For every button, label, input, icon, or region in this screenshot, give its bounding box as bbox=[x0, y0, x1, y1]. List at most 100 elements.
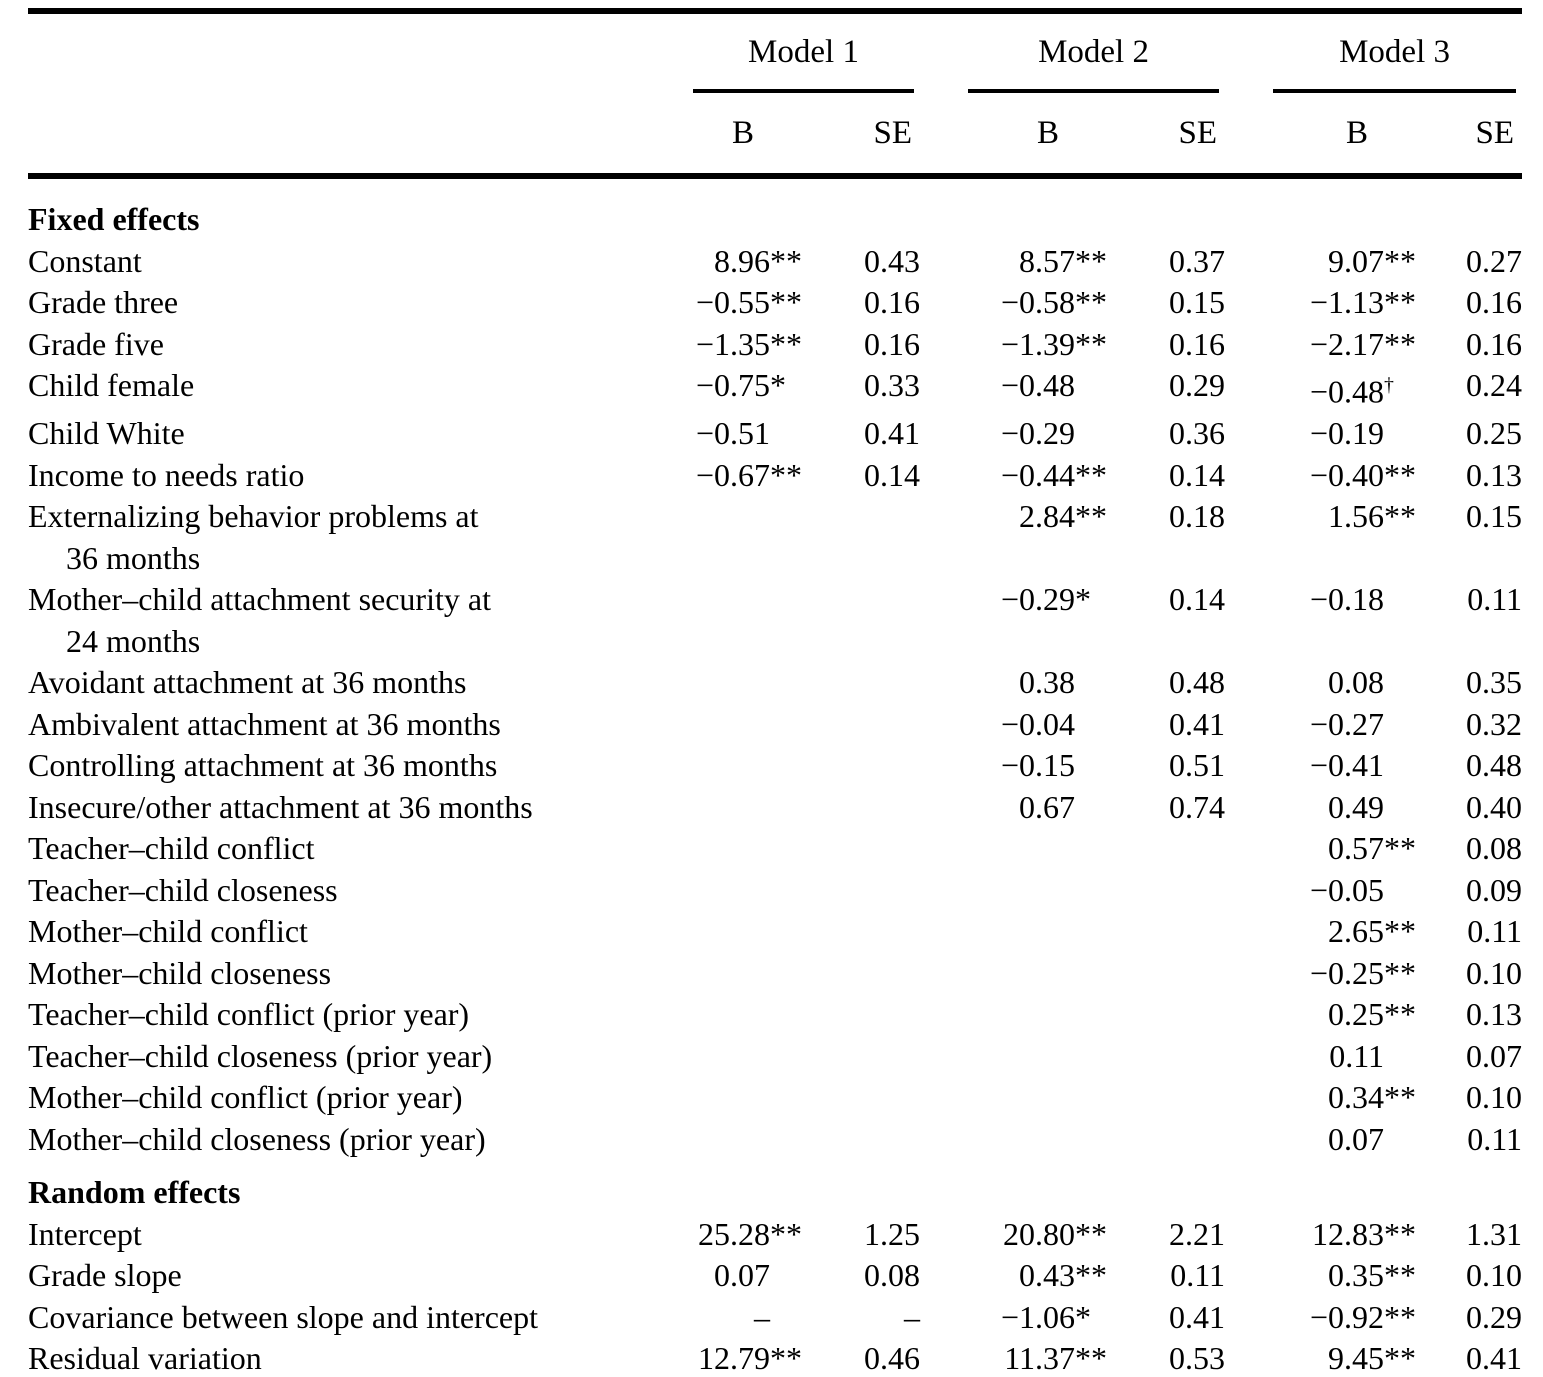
table-row: Controlling attachment at 36 months −0.15… bbox=[28, 745, 1522, 787]
row-label: Mother–child closeness bbox=[28, 953, 645, 995]
cell-value: 0.29 bbox=[1466, 1298, 1523, 1335]
cell-value: 0.14 bbox=[1169, 581, 1226, 618]
significance-marker: ** bbox=[1384, 913, 1417, 950]
coefficient-cell: −0.41 bbox=[1225, 745, 1414, 787]
row-label-line1: Externalizing behavior problems at bbox=[28, 498, 479, 535]
cell-value: −0.05 bbox=[1309, 871, 1385, 908]
cell-value: 0.10 bbox=[1466, 954, 1523, 991]
standard-error-cell: 0.11 bbox=[1414, 1119, 1522, 1161]
coefficient-cell: −0.25** bbox=[1225, 953, 1417, 995]
cell-value: 12.83 bbox=[1312, 1215, 1385, 1252]
standard-error-cell: 0.46 bbox=[800, 1338, 920, 1377]
cell-value: – bbox=[754, 1298, 770, 1335]
row-label: Grade three bbox=[28, 282, 645, 324]
standard-error-cell bbox=[800, 704, 920, 746]
row-label-line1: Constant bbox=[28, 242, 142, 279]
standard-error-cell: 0.14 bbox=[800, 455, 920, 497]
row-label: Insecure/other attachment at 36 months bbox=[28, 787, 645, 829]
standard-error-cell: 0.11 bbox=[1105, 1255, 1225, 1297]
cell-value: 0.16 bbox=[1169, 325, 1226, 362]
cell-value: 9.07 bbox=[1328, 242, 1385, 279]
row-label: Mother–child conflict bbox=[28, 911, 645, 953]
table-row: Teacher–child conflict (prior year) 0.25*… bbox=[28, 994, 1522, 1036]
table-row: Residual variation 12.79** 0.46 11.37** 0.53… bbox=[28, 1338, 1522, 1377]
model-2-spanner: Model 2 bbox=[968, 14, 1220, 93]
row-label: Teacher–child conflict bbox=[28, 828, 645, 870]
significance-marker: ** bbox=[1384, 954, 1417, 991]
cell-value: 0.08 bbox=[1466, 830, 1523, 867]
cell-value: 0.24 bbox=[1466, 367, 1523, 403]
coefficient-cell: 0.67 bbox=[920, 787, 1105, 829]
cell-value: 0.10 bbox=[1466, 1257, 1523, 1294]
cell-value: −1.35 bbox=[695, 325, 770, 362]
cell-value: 8.57 bbox=[1019, 242, 1076, 279]
significance-marker: ** bbox=[1384, 1340, 1417, 1377]
standard-error-cell: 0.14 bbox=[1105, 455, 1225, 497]
coefficient-cell bbox=[645, 496, 800, 579]
standard-error-cell: 0.16 bbox=[1105, 324, 1225, 366]
cell-value: 0.07 bbox=[1466, 1037, 1523, 1074]
table-row: Teacher–child closeness −0.05 0.09 bbox=[28, 870, 1522, 912]
coefficient-cell: −0.44** bbox=[920, 455, 1107, 497]
cell-value: 0.67 bbox=[1019, 788, 1076, 825]
cell-value: 0.41 bbox=[1466, 1340, 1523, 1377]
coefficient-cell: 0.25** bbox=[1225, 994, 1416, 1036]
coefficient-cell bbox=[645, 1119, 800, 1161]
row-label: Grade slope bbox=[28, 1255, 645, 1297]
cell-value: 0.35 bbox=[1466, 664, 1523, 701]
cell-value: 0.29 bbox=[1169, 367, 1226, 403]
row-label: Child White bbox=[28, 413, 645, 455]
model-3-label: Model 3 bbox=[1339, 34, 1450, 70]
coefficient-cell: −0.40** bbox=[1225, 455, 1416, 497]
significance-marker: ** bbox=[1075, 1340, 1108, 1377]
cell-value: −0.58 bbox=[1000, 284, 1076, 320]
model-3-group-header: Model 3 bbox=[1225, 11, 1522, 93]
standard-error-cell bbox=[800, 828, 920, 870]
significance-marker: ** bbox=[770, 242, 802, 279]
row-label-line1: Mother–child closeness (prior year) bbox=[28, 1120, 486, 1157]
significance-marker: ** bbox=[1384, 1215, 1417, 1252]
cell-value: −0.51 bbox=[695, 415, 770, 452]
mixed-model-results-table: Model 1 Model 2 Model 3 B SE bbox=[28, 8, 1523, 1377]
coefficient-cell: 12.83** bbox=[1225, 1214, 1417, 1256]
significance-marker: ** bbox=[770, 284, 802, 320]
standard-error-cell: 0.14 bbox=[1105, 579, 1225, 662]
coefficient-cell: −0.48 bbox=[920, 365, 1105, 413]
coefficient-cell bbox=[920, 1077, 1105, 1119]
coefficient-cell: 8.57** bbox=[920, 241, 1107, 283]
cell-value: 0.10 bbox=[1466, 1079, 1523, 1116]
coefficient-cell: −0.04 bbox=[920, 704, 1105, 746]
significance-marker: ** bbox=[1384, 830, 1417, 867]
section-row: Fixed effects bbox=[28, 176, 1522, 241]
cell-value: 25.28 bbox=[698, 1215, 770, 1252]
standard-error-cell: 0.13 bbox=[1414, 455, 1522, 497]
standard-error-cell: 0.32 bbox=[1414, 704, 1522, 746]
standard-error-cell bbox=[800, 496, 920, 579]
coefficient-cell bbox=[645, 870, 800, 912]
significance-marker: ** bbox=[1384, 325, 1417, 362]
significance-marker: ** bbox=[1384, 498, 1417, 535]
coefficient-cell bbox=[920, 1036, 1105, 1078]
standard-error-cell bbox=[800, 1036, 920, 1078]
cell-value: −2.17 bbox=[1309, 325, 1385, 362]
significance-marker: ** bbox=[1075, 1257, 1108, 1294]
row-label-line1: Mother–child closeness bbox=[28, 954, 332, 991]
row-label: Mother–child conflict (prior year) bbox=[28, 1077, 645, 1119]
cell-value: 0.18 bbox=[1169, 498, 1226, 535]
cell-value: 0.48 bbox=[1169, 664, 1226, 701]
cell-value: 0.32 bbox=[1466, 705, 1523, 742]
standard-error-cell bbox=[1105, 1077, 1225, 1119]
row-label-line1: Residual variation bbox=[28, 1340, 262, 1377]
standard-error-cell: 0.41 bbox=[1105, 1297, 1225, 1339]
cell-value: 0.07 bbox=[1328, 1120, 1385, 1157]
coefficient-cell: 0.49 bbox=[1225, 787, 1414, 829]
standard-error-cell: 0.27 bbox=[1414, 241, 1522, 283]
coefficient-cell bbox=[645, 745, 800, 787]
cell-value: 0.11 bbox=[1170, 1257, 1226, 1294]
row-label: Avoidant attachment at 36 months bbox=[28, 662, 645, 704]
row-label-line1: Mother–child conflict bbox=[28, 913, 308, 950]
coefficient-cell: −0.48† bbox=[1225, 365, 1414, 413]
standard-error-cell: 0.41 bbox=[800, 413, 920, 455]
row-label: Ambivalent attachment at 36 months bbox=[28, 704, 645, 746]
standard-error-cell: 0.35 bbox=[1414, 662, 1522, 704]
